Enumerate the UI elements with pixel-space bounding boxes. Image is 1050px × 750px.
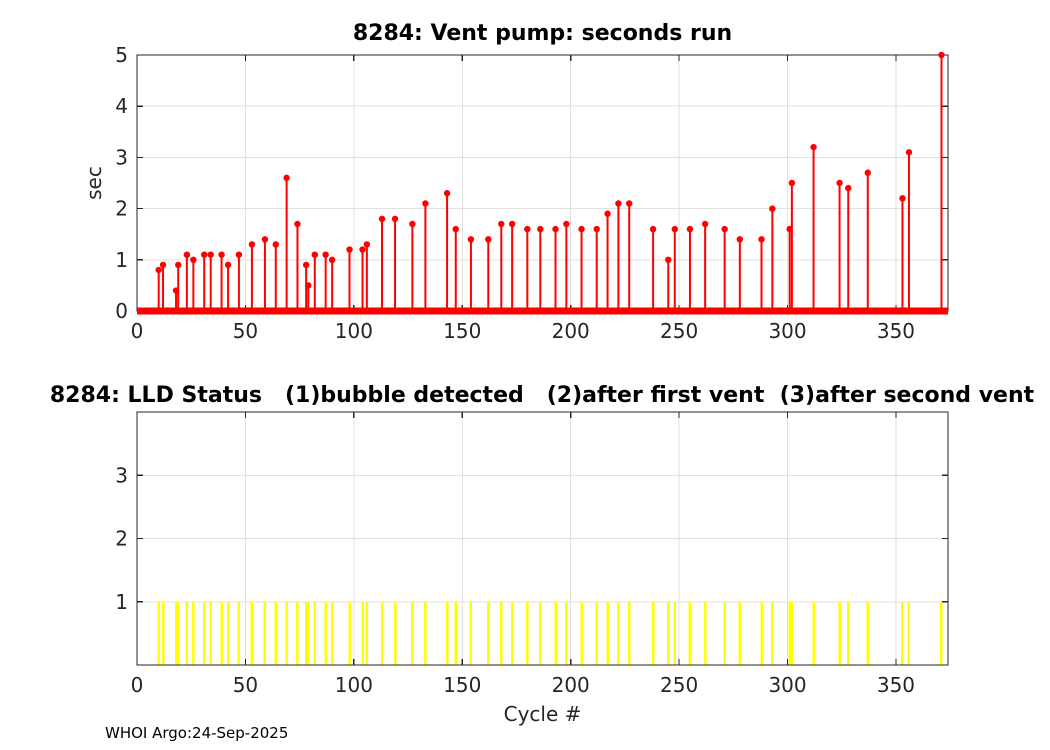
stem-marker	[537, 225, 544, 233]
x-tick-label: 50	[233, 319, 258, 343]
stem-marker	[422, 200, 429, 207]
stem-marker	[485, 236, 492, 243]
y-tick-label: 2	[115, 527, 128, 551]
footer-credit: WHOI Argo:24-Sep-2025	[105, 724, 289, 742]
stem-marker	[845, 184, 852, 192]
y-tick-label: 1	[115, 590, 128, 614]
y-tick-label: 5	[115, 43, 128, 67]
stem-marker	[467, 236, 475, 243]
stem-marker	[224, 261, 232, 269]
stem-marker	[626, 200, 633, 207]
x-tick-label: 150	[443, 673, 481, 697]
stem-marker	[409, 220, 416, 228]
stem-marker	[207, 251, 214, 258]
stem-marker	[736, 236, 744, 243]
stem-marker	[604, 210, 611, 217]
stem-marker	[359, 246, 366, 253]
stem-marker	[810, 143, 817, 151]
stem-marker	[899, 195, 906, 202]
stem-marker	[665, 256, 672, 263]
x-tick-label: 350	[877, 319, 915, 343]
stem-marker	[649, 225, 657, 233]
stem-marker	[363, 241, 371, 248]
stem-marker	[183, 251, 191, 258]
stem-marker	[864, 169, 871, 176]
stem-marker	[378, 215, 386, 223]
top-chart-y-axis-label: sec	[82, 166, 106, 200]
x-tick-label: 300	[768, 319, 806, 343]
stem-marker	[322, 251, 329, 258]
x-axis-label: Cycle #	[503, 702, 582, 726]
x-tick-label: 200	[552, 319, 590, 343]
stem-marker	[159, 261, 167, 269]
y-tick-label: 3	[115, 463, 128, 487]
stem-marker	[328, 256, 336, 263]
top-chart-title: 8284: Vent pump: seconds run	[352, 21, 733, 46]
stem-marker	[175, 261, 182, 269]
x-tick-label: 0	[131, 673, 144, 697]
y-tick-label: 4	[115, 94, 128, 118]
x-tick-label: 150	[443, 319, 481, 343]
x-tick-label: 250	[660, 673, 698, 697]
stem-marker	[721, 225, 728, 233]
y-tick-label: 1	[115, 248, 128, 272]
stem-marker	[235, 251, 243, 258]
stem-marker	[155, 266, 162, 274]
x-tick-label: 100	[335, 673, 373, 697]
y-tick-label: 2	[115, 197, 128, 221]
stem-marker	[552, 225, 559, 233]
stem-marker	[836, 179, 843, 187]
stem-marker	[769, 205, 776, 212]
stem-marker	[593, 225, 600, 233]
stem-marker	[201, 251, 208, 258]
stem-marker	[283, 174, 290, 182]
stem-marker	[272, 241, 279, 248]
stem-marker	[938, 51, 945, 59]
stem-marker	[391, 215, 399, 223]
stem-marker	[701, 220, 709, 228]
stem-marker	[498, 220, 505, 228]
stem-marker	[615, 200, 622, 207]
stem-marker	[452, 225, 459, 233]
stem-marker	[443, 190, 451, 197]
stem-marker	[218, 251, 225, 258]
stem-marker	[758, 236, 765, 243]
stem-marker	[261, 236, 269, 243]
stem-marker	[671, 225, 678, 233]
stem-marker	[294, 220, 301, 228]
x-tick-label: 100	[335, 319, 373, 343]
stem-marker	[788, 179, 796, 187]
stem-marker	[346, 246, 353, 253]
x-tick-label: 250	[660, 319, 698, 343]
x-tick-label: 350	[877, 673, 915, 697]
stem-marker	[305, 282, 312, 289]
stem-marker	[524, 225, 531, 233]
x-tick-label: 200	[552, 673, 590, 697]
x-tick-label: 0	[131, 319, 144, 343]
stem-marker	[508, 220, 516, 228]
stem-marker	[190, 256, 197, 263]
y-tick-label: 3	[115, 145, 128, 169]
y-tick-label: 0	[115, 299, 128, 323]
stem-marker	[905, 149, 913, 156]
bottom-chart-title: 8284: LLD Status (1)bubble detected (2)a…	[49, 383, 1035, 408]
stem-marker	[578, 225, 585, 233]
stem-marker	[686, 225, 694, 233]
stem-marker	[311, 251, 319, 258]
stem-marker	[563, 220, 570, 228]
x-tick-label: 300	[768, 673, 806, 697]
stem-marker	[248, 241, 256, 248]
stem-marker	[302, 261, 310, 269]
x-tick-label: 50	[233, 673, 258, 697]
